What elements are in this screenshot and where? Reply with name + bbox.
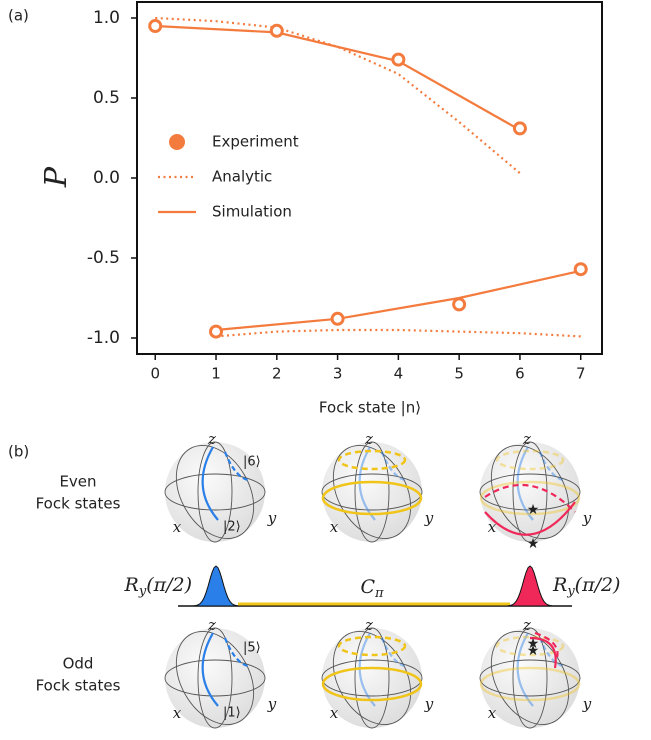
pulse-symbol: R bbox=[552, 574, 567, 596]
y-tick-label: 1.0 bbox=[93, 8, 120, 28]
x-tick-label: 0 bbox=[150, 365, 160, 383]
y-tick-label: 0.5 bbox=[93, 88, 120, 108]
legend-marker bbox=[169, 134, 185, 150]
x-tick-label: 7 bbox=[576, 365, 586, 383]
row-label: Fock states bbox=[36, 495, 121, 513]
axis-label: x bbox=[330, 704, 339, 722]
x-tick-label: 5 bbox=[454, 365, 464, 383]
marker bbox=[211, 326, 222, 337]
marker bbox=[332, 313, 343, 324]
panel-label: (b) bbox=[8, 443, 29, 461]
state-star: ★ bbox=[527, 643, 540, 659]
row-label: Fock states bbox=[36, 677, 121, 695]
y-tick-label: -0.5 bbox=[87, 248, 120, 268]
x-tick-label: 6 bbox=[515, 365, 525, 383]
state-label: |5⟩ bbox=[243, 641, 261, 656]
pulse-label: Cπ bbox=[360, 576, 384, 601]
marker bbox=[150, 21, 161, 32]
axis-label: y bbox=[582, 695, 592, 713]
figure: (a) (b) Fock state |n⟩ P Even Fock states… bbox=[0, 0, 651, 740]
pulse-label: Ry(π/2) bbox=[552, 574, 620, 599]
state-star: ★ bbox=[527, 536, 540, 552]
legend-label: Experiment bbox=[212, 133, 299, 151]
panel-label: (a) bbox=[8, 7, 29, 25]
axis-label: z bbox=[364, 430, 373, 448]
panel-b: Even Fock states z x y |6⟩ |2⟩ z x y z x y ★ ★ Odd Fock … bbox=[36, 430, 621, 738]
marker bbox=[271, 25, 282, 36]
state-star: ★ bbox=[527, 502, 540, 518]
row-label: Odd bbox=[63, 655, 94, 673]
pulse-symbol: R bbox=[124, 574, 139, 596]
x-tick-label: 4 bbox=[394, 365, 404, 383]
state-label: |6⟩ bbox=[243, 455, 261, 470]
pulse-label: Ry(π/2) bbox=[124, 574, 192, 599]
x-axis-label: Fock state |n⟩ bbox=[319, 399, 421, 417]
axis-label: y bbox=[582, 509, 592, 527]
x-tick-label: 1 bbox=[211, 365, 221, 383]
axis-label: z bbox=[207, 616, 216, 634]
pulse-argument: (π/2) bbox=[575, 574, 621, 596]
axis-label: x bbox=[173, 518, 182, 536]
y-tick-label: 0.0 bbox=[93, 168, 120, 188]
state-label: |1⟩ bbox=[223, 706, 241, 721]
axis-label: y bbox=[267, 509, 277, 527]
pulse bbox=[508, 566, 552, 606]
pulse-argument: (π/2) bbox=[146, 574, 192, 596]
pulse-subscript: π bbox=[374, 586, 384, 601]
x-tick-label: 3 bbox=[333, 365, 343, 383]
axis-label: z bbox=[522, 616, 531, 634]
y-axis-label: P bbox=[39, 166, 74, 188]
marker bbox=[575, 264, 586, 275]
marker bbox=[393, 54, 404, 65]
x-tick-label: 2 bbox=[272, 365, 282, 383]
axis-label: z bbox=[364, 616, 373, 634]
marker bbox=[514, 123, 525, 134]
row-label: Even bbox=[59, 473, 96, 491]
y-tick-label: -1.0 bbox=[87, 328, 120, 348]
axis-label: z bbox=[207, 430, 216, 448]
axis-label: x bbox=[488, 704, 497, 722]
state-label: |2⟩ bbox=[223, 520, 241, 535]
legend-label: Simulation bbox=[212, 203, 292, 221]
axis-label: x bbox=[330, 518, 339, 536]
axis-label: x bbox=[173, 704, 182, 722]
pulse bbox=[194, 566, 238, 606]
axis-label: y bbox=[267, 695, 277, 713]
marker bbox=[454, 299, 465, 310]
legend-label: Analytic bbox=[212, 168, 272, 186]
axis-label: y bbox=[424, 509, 434, 527]
pulse-symbol: C bbox=[360, 576, 375, 598]
axis-label: y bbox=[424, 695, 434, 713]
axis-label: z bbox=[522, 430, 531, 448]
